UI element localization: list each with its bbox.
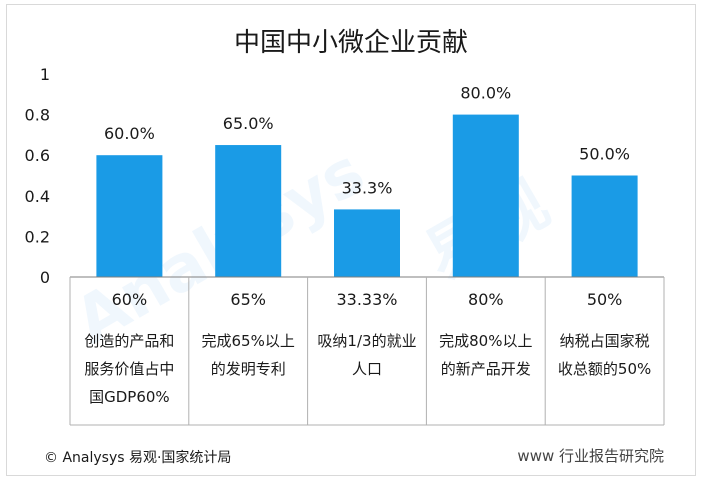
y-tick-label: 0 (40, 268, 50, 287)
data-label: 65.0% (223, 114, 274, 133)
bar (96, 155, 163, 277)
bar (452, 114, 519, 277)
data-label: 33.3% (342, 178, 393, 197)
chart-title: 中国中小微企业贡献 (233, 28, 468, 58)
y-tick-label: 0.6 (25, 146, 50, 165)
table-description-cell: 吸纳1/3的就业 (317, 332, 416, 350)
source-note: © Analysys 易观·国家统计局 (44, 450, 232, 466)
y-tick-label: 1 (40, 65, 50, 84)
table-description-cell: 创造的产品和 (84, 332, 174, 350)
data-label: 60.0% (104, 124, 155, 143)
table-description-cell: 完成80%以上 (439, 332, 532, 350)
table-description-cell: 完成65%以上 (202, 332, 295, 350)
y-tick-label: 0.2 (25, 227, 50, 246)
table-description-cell: 纳税占国家税 (560, 332, 650, 350)
bar (571, 175, 638, 277)
bar (215, 145, 282, 277)
table-value-cell: 33.33% (336, 290, 397, 309)
table-description-cell: 服务价值占中 (84, 360, 174, 378)
table-value-cell: 80% (468, 290, 504, 309)
table-description-cell: 收总额的50% (558, 360, 651, 378)
table-value-cell: 50% (587, 290, 623, 309)
data-label: 50.0% (579, 145, 630, 164)
table-value-cell: 65% (230, 290, 266, 309)
watermark-text: www 行业报告研究院 (517, 447, 664, 465)
table-value-cell: 60% (112, 290, 148, 309)
y-tick-label: 0.4 (25, 187, 50, 206)
table-description-cell: 的发明专利 (211, 360, 286, 378)
table-description-cell: 的新产品开发 (441, 360, 531, 378)
data-label: 80.0% (460, 84, 511, 103)
y-tick-label: 0.8 (25, 106, 50, 125)
table-description-cell: 国GDP60% (89, 388, 170, 406)
table-description-cell: 人口 (352, 360, 382, 378)
bar (334, 209, 400, 277)
